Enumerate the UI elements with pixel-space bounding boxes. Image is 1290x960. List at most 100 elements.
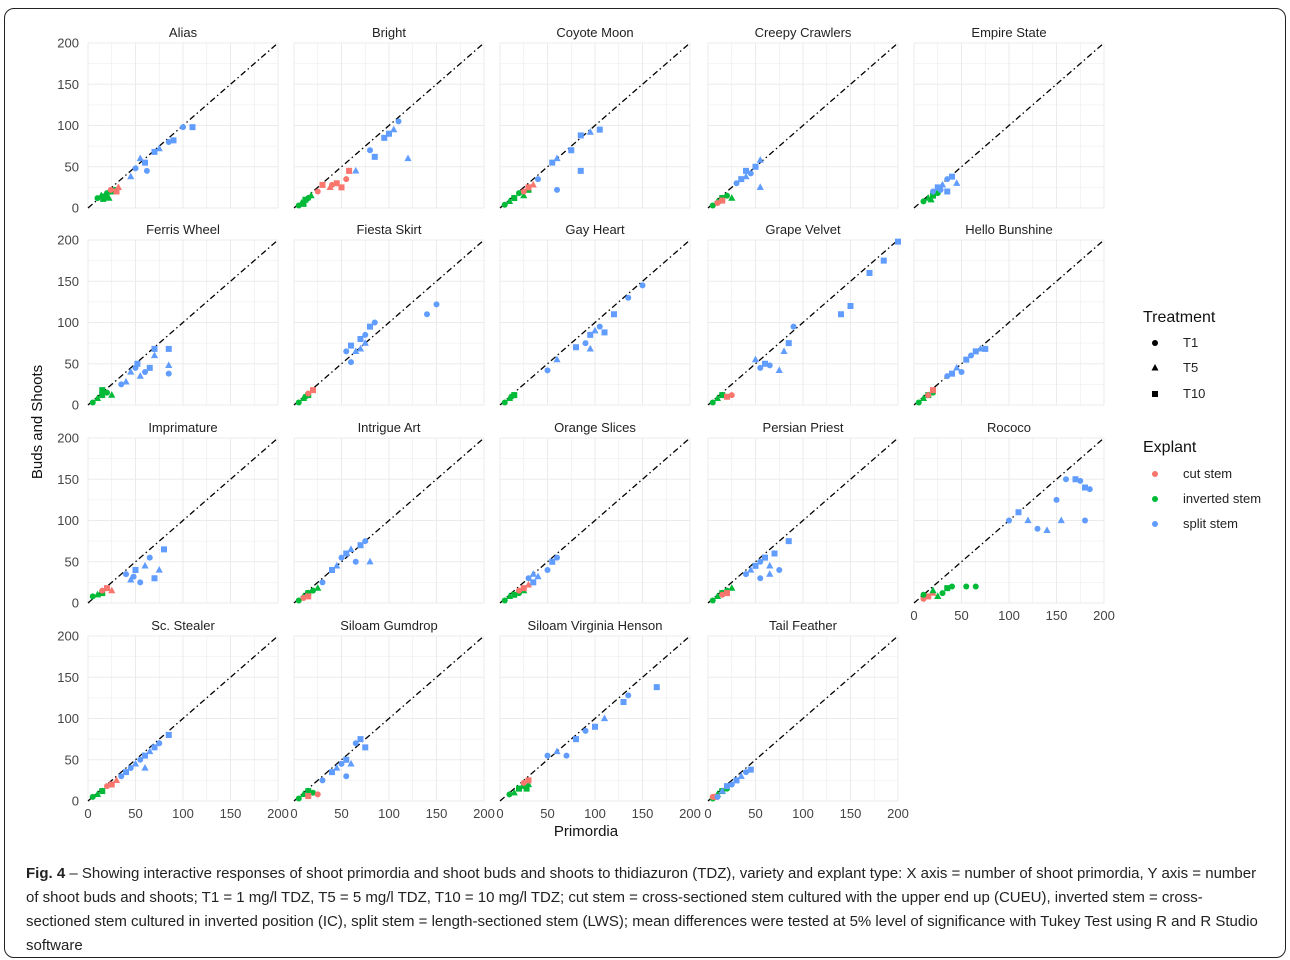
- point-split-stem-t10: [549, 558, 556, 565]
- y-tick-label: 50: [65, 159, 79, 174]
- point-split-stem-t5: [333, 764, 341, 771]
- reference-line: [87, 239, 279, 406]
- point-split-stem-t10: [771, 550, 778, 557]
- point-split-stem-t1: [525, 575, 532, 582]
- point-split-stem-t10: [934, 184, 941, 191]
- point-split-stem-t5: [127, 575, 135, 583]
- point-split-stem-t10: [367, 323, 373, 330]
- y-tick-label: 200: [57, 431, 79, 446]
- y-tick-label: 0: [72, 596, 79, 611]
- point-split-stem-t10: [972, 348, 979, 355]
- panel-sc-stealer: Sc. Stealer 0 50 100 150 200 0 50 100 150 200: [57, 618, 289, 821]
- figure-caption: Fig. 4 – Showing interactive responses o…: [26, 862, 1266, 958]
- reference-line: [87, 437, 279, 604]
- point-split-stem-t1: [743, 571, 749, 578]
- point-inverted-stem-t10: [100, 195, 107, 202]
- point-split-stem-t5: [600, 714, 609, 722]
- point-inverted-stem-t10: [516, 785, 522, 792]
- panel-tail-feather: Tail Feather 0 50 100 150 200: [704, 618, 908, 821]
- point-split-stem-t10: [944, 188, 951, 195]
- x-tick-label: 150: [426, 806, 448, 821]
- panel-title-intrigue-art: Intrigue Art: [358, 420, 421, 435]
- point-split-stem-t10: [381, 134, 388, 141]
- legend-title-treatment: Treatment: [1143, 309, 1216, 326]
- x-tick-label: 150: [632, 806, 654, 821]
- y-tick-label: 0: [72, 398, 79, 413]
- point-inverted-stem-t1: [709, 597, 716, 604]
- point-inverted-stem-t1: [920, 198, 927, 205]
- point-split-stem-t1: [582, 727, 589, 734]
- point-split-stem-t1: [596, 323, 603, 330]
- point-cut-stem-t1: [305, 390, 312, 397]
- point-split-stem-t1: [1053, 496, 1060, 503]
- point-cut-stem-t5: [524, 580, 533, 588]
- point-cut-stem-t10: [104, 585, 110, 592]
- legend-label-split-stem: split stem: [1183, 516, 1238, 531]
- point-split-stem-t5: [553, 355, 561, 363]
- panel-title-coyote-moon: Coyote Moon: [556, 25, 633, 40]
- point-split-stem-t1: [319, 777, 326, 784]
- point-split-stem-t10: [611, 311, 617, 318]
- point-split-stem-t5: [352, 347, 360, 354]
- y-tick-label: 0: [72, 201, 79, 216]
- point-inverted-stem-t1: [501, 399, 508, 406]
- x-tick-label: 200: [1093, 608, 1115, 623]
- panel-ferris-wheel: Ferris Wheel 0 50 100 150 200: [57, 222, 279, 413]
- point-split-stem-t10: [866, 270, 873, 276]
- reference-line: [293, 42, 485, 209]
- point-split-stem-t10: [587, 331, 594, 338]
- point-inverted-stem-t5: [510, 788, 518, 796]
- point-split-stem-t1: [146, 554, 153, 561]
- point-split-stem-t1: [165, 139, 172, 145]
- point-inverted-stem-t1: [295, 597, 302, 604]
- panel-orange-slices: Orange Slices: [499, 420, 691, 604]
- point-inverted-stem-t1: [516, 190, 522, 197]
- point-cut-stem-t5: [529, 180, 537, 188]
- point-cut-stem-t10: [930, 387, 936, 394]
- point-split-stem-t10: [530, 579, 537, 586]
- reference-line: [707, 635, 899, 802]
- point-split-stem-t10: [653, 684, 660, 691]
- point-inverted-stem-t1: [89, 593, 96, 600]
- point-split-stem-t10: [847, 303, 854, 309]
- x-tick-label: 150: [840, 806, 862, 821]
- point-split-stem-t5: [737, 772, 745, 779]
- point-split-stem-t10: [146, 364, 153, 371]
- panel-title-alias: Alias: [169, 25, 198, 40]
- point-split-stem-t1: [1082, 517, 1088, 524]
- point-split-stem-t5: [150, 351, 159, 359]
- point-split-stem-t5: [155, 144, 163, 152]
- point-split-stem-t1: [776, 567, 783, 573]
- legend-color-cut-stem: [1152, 471, 1158, 477]
- point-split-stem-t10: [1015, 509, 1022, 516]
- y-tick-label: 50: [65, 554, 79, 569]
- panel-title-siloam-virginia-henson: Siloam Virginia Henson: [528, 618, 663, 633]
- point-split-stem-t1: [714, 793, 721, 800]
- point-split-stem-t1: [156, 740, 163, 747]
- point-inverted-stem-t10: [930, 192, 936, 199]
- panel-siloam-gumdrop: Siloam Gumdrop 0 50 100 150 200: [290, 618, 494, 821]
- point-cut-stem-t1: [300, 595, 307, 602]
- point-split-stem-t10: [151, 345, 158, 352]
- point-split-stem-t10: [733, 777, 740, 784]
- point-split-stem-t1: [1034, 525, 1041, 532]
- point-cut-stem-t1: [329, 181, 335, 188]
- x-tick-label: 50: [954, 608, 968, 623]
- point-split-stem-t5: [1057, 516, 1065, 524]
- point-cut-stem-t10: [108, 781, 115, 788]
- point-split-stem-t5: [356, 344, 365, 352]
- point-inverted-stem-t1: [972, 583, 979, 590]
- point-split-stem-t10: [895, 238, 901, 245]
- facet-scatter-chart: Alias 0 50 100 150 200 Bright Coyote Moon Creepy…: [29, 25, 1261, 840]
- legend-color-inverted-stem: [1152, 496, 1158, 502]
- point-split-stem-t5: [718, 787, 726, 794]
- point-split-stem-t1: [127, 765, 134, 771]
- point-split-stem-t1: [367, 147, 373, 154]
- point-inverted-stem-t5: [93, 394, 102, 401]
- point-split-stem-t1: [554, 186, 560, 193]
- point-split-stem-t10: [724, 783, 730, 790]
- point-inverted-stem-t1: [104, 389, 110, 396]
- point-split-stem-t5: [347, 545, 355, 552]
- x-tick-label: 150: [220, 806, 242, 821]
- y-tick-label: 200: [57, 36, 79, 51]
